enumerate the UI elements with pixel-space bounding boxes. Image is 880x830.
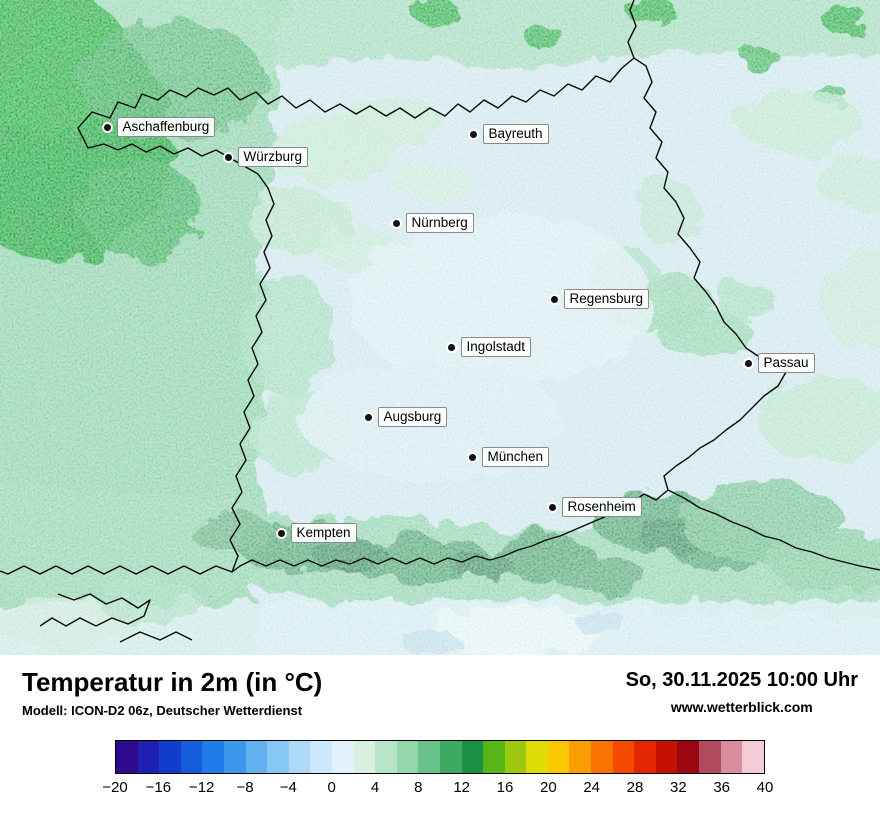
bavaria-border — [77, 57, 787, 573]
city-label: Rosenheim — [561, 497, 642, 517]
colorbar-segment — [310, 741, 332, 773]
colorbar-segment — [159, 741, 181, 773]
colorbar-segment — [699, 741, 721, 773]
colorbar-tick-label: −8 — [236, 779, 254, 796]
colorbar-segment — [655, 741, 678, 773]
colorbar-segment — [116, 741, 138, 773]
colorbar-segment — [245, 741, 268, 773]
colorbar-segment — [353, 741, 376, 773]
city-label: München — [481, 447, 550, 467]
city-dot-icon — [103, 123, 111, 131]
border-layer — [0, 0, 880, 643]
city-label: Regensburg — [563, 289, 650, 309]
website-link[interactable]: www.wetterblick.com — [670, 699, 813, 715]
city-label: Ingolstadt — [460, 337, 532, 357]
footer-right: So, 30.11.2025 10:00 Uhr www.wetterblick… — [626, 669, 858, 715]
colorbar-tick-label: 16 — [496, 779, 514, 796]
footer-left: Temperatur in 2m (in °C) Modell: ICON-D2… — [22, 667, 322, 718]
page-title: Temperatur in 2m (in °C) — [22, 667, 323, 697]
forecast-datetime: So, 30.11.2025 10:00 Uhr — [625, 669, 858, 691]
temperature-colorbar — [115, 740, 765, 774]
border-south-west-2 — [119, 631, 193, 643]
colorbar-segment — [267, 741, 289, 773]
colorbar-segment — [223, 741, 246, 773]
city-dot-icon — [392, 219, 400, 227]
city-dot-icon — [550, 295, 558, 303]
map-svg — [0, 0, 880, 655]
city-label: Würzburg — [237, 147, 309, 167]
city-dot-icon — [447, 343, 455, 351]
city-dot-icon — [224, 153, 232, 161]
map-footer: Temperatur in 2m (in °C) Modell: ICON-D2… — [0, 655, 880, 830]
city-dot-icon — [364, 413, 372, 421]
colorbar-segment — [591, 741, 613, 773]
colorbar-tick-label: 32 — [669, 779, 687, 796]
colorbar-segment — [483, 741, 505, 773]
colorbar-segment — [504, 741, 527, 773]
city-marker: Rosenheim — [548, 497, 642, 517]
colorbar-segment — [569, 741, 592, 773]
colorbar-segments — [116, 741, 764, 773]
colorbar-tick-label: 28 — [626, 779, 644, 796]
colorbar-segment — [742, 741, 764, 773]
city-label: Nürnberg — [405, 213, 474, 233]
colorbar-segment — [526, 741, 548, 773]
colorbar-tick-label: 20 — [539, 779, 557, 796]
colorbar-segment — [331, 741, 354, 773]
colorbar-ticks: −20 −16 −12 −8 −4 0 4 8 12 16 20 24 28 32 36 40 — [102, 779, 773, 799]
colorbar-segment — [677, 741, 700, 773]
colorbar-segment — [439, 741, 462, 773]
colorbar-segment — [137, 741, 160, 773]
colorbar-tick-label: 24 — [583, 779, 600, 796]
colorbar-segment — [720, 741, 743, 773]
border-alps-east — [667, 489, 880, 571]
city-dot-icon — [548, 503, 556, 511]
city-dot-icon — [469, 130, 477, 138]
colorbar-segment — [180, 741, 203, 773]
colorbar-segment — [634, 741, 656, 773]
colorbar-tick-label: 4 — [370, 779, 380, 796]
city-dot-icon — [468, 453, 476, 461]
model-info: Modell: ICON-D2 06z, Deutscher Wetterdie… — [22, 703, 303, 718]
colorbar-tick-label: 40 — [756, 779, 774, 796]
border-north-east — [627, 0, 637, 59]
city-dot-icon — [277, 529, 285, 537]
colorbar-tick-label: −20 — [102, 779, 128, 796]
city-label: Bayreuth — [482, 124, 549, 144]
city-marker: Würzburg — [224, 147, 309, 167]
city-label: Aschaffenburg — [116, 117, 216, 137]
noise-layer — [0, 0, 880, 655]
city-marker: Regensburg — [550, 289, 650, 309]
colorbar-segment — [202, 741, 224, 773]
colorbar-tick-label: −16 — [145, 779, 172, 796]
colorbar-tick-label: −4 — [279, 779, 297, 796]
city-marker: Nürnberg — [392, 213, 474, 233]
city-marker: Aschaffenburg — [103, 117, 216, 137]
city-marker: München — [468, 447, 550, 467]
colorbar-segment — [461, 741, 484, 773]
colorbar-tick-label: 12 — [453, 779, 470, 796]
city-label: Augsburg — [377, 407, 448, 427]
temperature-map: Aschaffenburg Würzburg Bayreuth Nürnberg Reg… — [0, 0, 880, 655]
colorbar-tick-label: 36 — [713, 779, 730, 796]
city-marker: Bayreuth — [469, 124, 549, 144]
city-label: Kempten — [290, 523, 357, 543]
city-marker: Ingolstadt — [447, 337, 532, 357]
colorbar-segment — [418, 741, 440, 773]
colorbar-tick-label: 8 — [414, 779, 423, 796]
colorbar-tick-label: −12 — [188, 779, 215, 796]
colorbar-segment — [396, 741, 419, 773]
city-marker: Passau — [744, 353, 815, 373]
border-alps-west — [0, 565, 233, 575]
border-south-west-1 — [39, 593, 151, 627]
city-label: Passau — [757, 353, 815, 373]
colorbar-tick-label: 0 — [327, 779, 336, 796]
city-marker: Augsburg — [364, 407, 448, 427]
city-dot-icon — [744, 359, 752, 367]
colorbar-segment — [375, 741, 397, 773]
colorbar-segment — [288, 741, 311, 773]
colorbar-segment — [612, 741, 635, 773]
colorbar-segment — [547, 741, 570, 773]
city-marker: Kempten — [277, 523, 357, 543]
